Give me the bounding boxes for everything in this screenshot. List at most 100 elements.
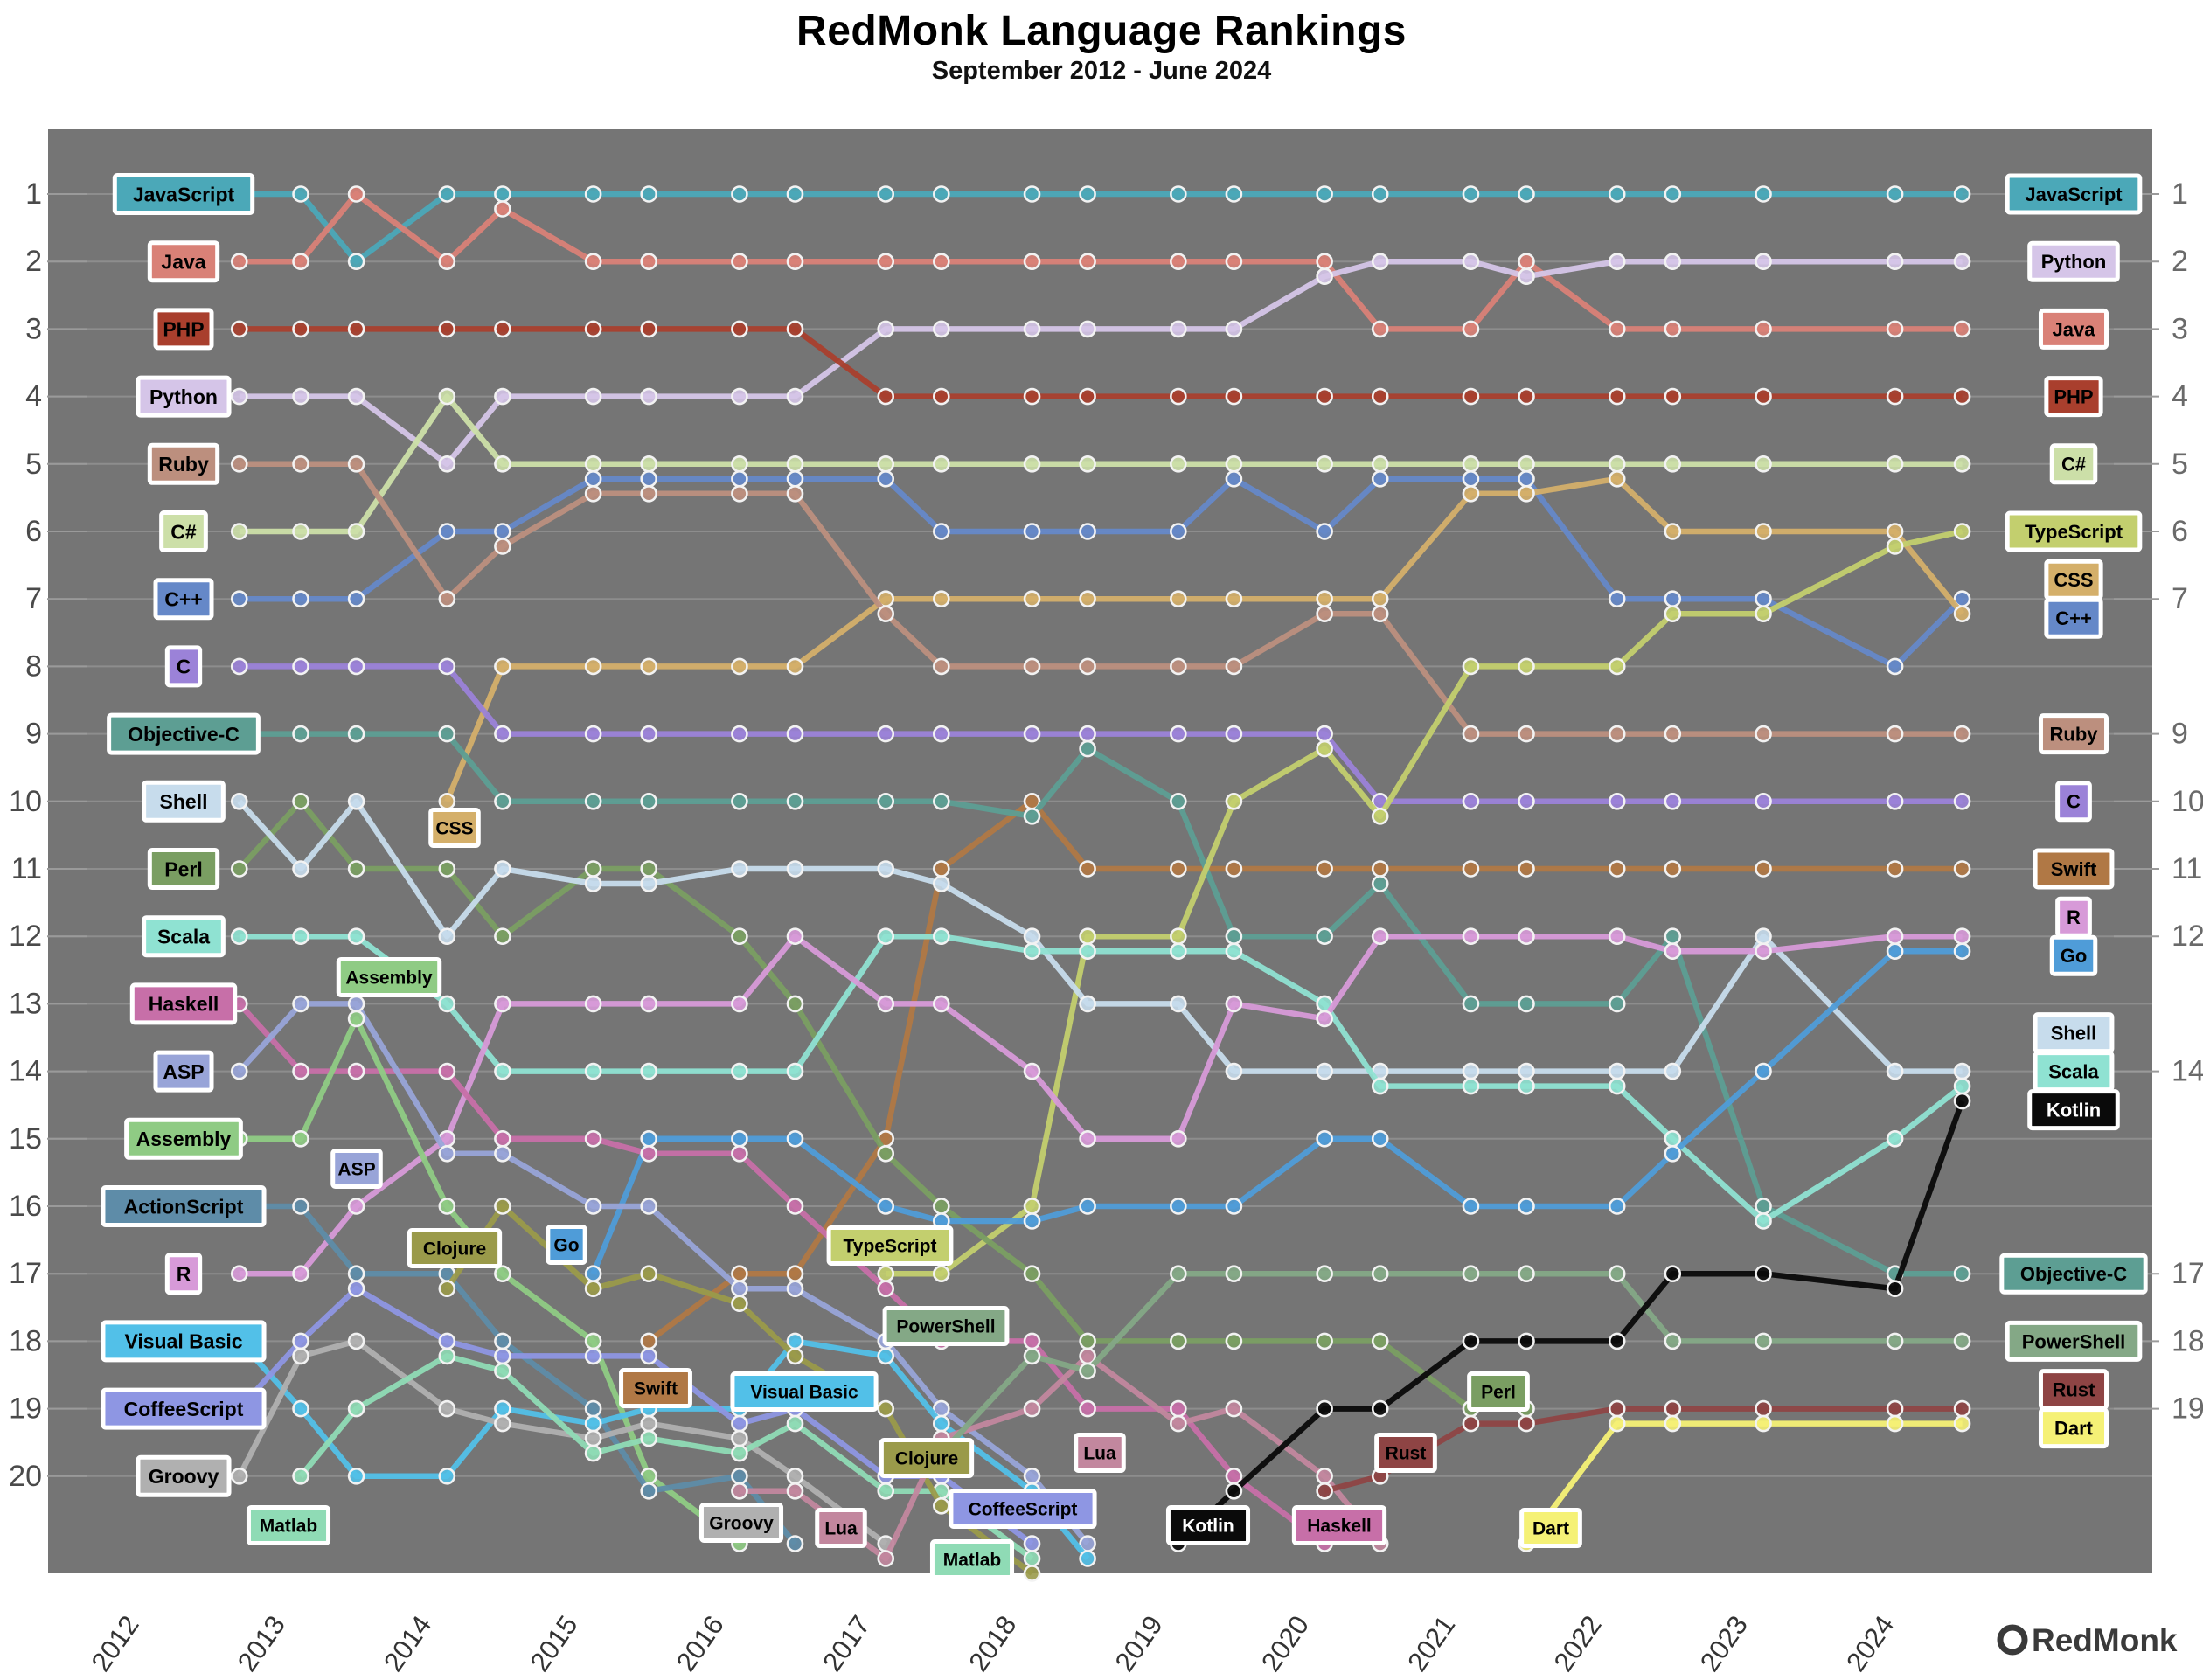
data-point [1518,860,1535,878]
data-point [1518,927,1535,945]
data-point [292,1265,309,1282]
inline-label-swift: Swift [619,1368,692,1408]
right-rank-number: 4 [2172,380,2188,413]
data-point [1225,927,1243,945]
data-point [494,1130,511,1148]
data-point [1518,1077,1535,1095]
data-point [1886,927,1904,945]
series-powershell [933,1265,1971,1462]
inline-label-lua: Lua [1074,1433,1126,1473]
data-point [877,995,895,1013]
data-point [347,523,365,540]
data-point [1023,657,1041,676]
label-box [2038,308,2109,350]
data-point [1664,1414,1682,1433]
data-point [1316,185,1333,203]
label-text: Clojure [895,1449,958,1469]
series-asp [230,995,1096,1552]
data-point [584,1265,602,1282]
data-point [584,253,602,271]
right-rank-number: 11 [2172,852,2202,885]
data-point [494,1414,511,1433]
data-point [786,1062,804,1080]
data-point [786,469,804,488]
data-point [230,320,248,338]
data-point [1886,725,1904,743]
data-point [584,1280,602,1297]
data-point [1371,807,1389,825]
data-point [1462,387,1480,406]
data-point [1023,455,1041,473]
data-point [1518,1414,1535,1433]
data-point [1079,1362,1096,1380]
axis-label-right-c-: C# [2049,443,2098,485]
data-point [1225,860,1243,878]
axis-label-left-ruby: Ruby [147,442,220,485]
x-axis-year-label: 2014 [378,1610,437,1677]
data-point [1225,387,1243,406]
data-point [1023,807,1041,825]
data-point [438,995,456,1013]
inline-label-dart: Dart [1519,1508,1582,1548]
data-point [933,860,950,878]
data-point [877,1482,895,1500]
inline-label-css: CSS [428,808,481,848]
data-point [1170,792,1187,810]
label-box [136,375,232,418]
label-box [136,1454,232,1497]
data-point [1079,1130,1096,1148]
data-point [933,1497,950,1515]
data-point [1371,860,1389,878]
right-rank-number: 18 [2172,1324,2203,1357]
data-point [877,387,895,406]
label-box [2044,376,2103,418]
data-point [1664,590,1682,608]
data-point [731,1295,748,1312]
data-point [1316,1468,1333,1485]
data-point [1953,927,1971,945]
label-text: PowerShell [896,1317,995,1337]
chart-title: RedMonk Language Rankings [796,8,1407,54]
data-point [933,590,950,608]
data-point [1316,455,1333,473]
data-point [1225,590,1243,608]
data-point [1886,1414,1904,1433]
data-point [584,484,602,503]
inline-label-typescript: TypeScript [826,1225,954,1266]
data-point [731,995,748,1013]
data-point [1755,725,1772,743]
series-r [230,927,1971,1282]
chart-header: RedMonk Language Rankings September 2012… [0,7,2203,86]
data-point [494,725,511,743]
axis-label-right-dart: Dart [2038,1407,2109,1449]
axis-label-right-c: C [2055,781,2092,823]
redmonk-logo-text: RedMonk [2032,1622,2178,1658]
data-point [584,185,602,203]
data-point [1079,657,1096,676]
inline-label-haskell: Haskell [1291,1505,1387,1545]
data-point [640,387,658,406]
series-css [438,469,1971,810]
x-axis-year-label: 2023 [1694,1610,1754,1677]
data-point [1225,320,1243,338]
data-point [1316,739,1333,758]
inline-label-go: Go [546,1225,587,1265]
data-point [1023,253,1041,271]
axis-label-right-php: PHP [2044,376,2103,418]
data-point [786,1280,804,1297]
data-point [1371,927,1389,945]
label-text: TypeScript [2025,521,2123,543]
left-rank-number: 6 [25,515,42,548]
data-point [640,860,658,878]
data-point [1518,267,1535,286]
data-point [1664,725,1682,743]
data-point [1316,1332,1333,1350]
data-point [347,1399,365,1418]
data-point [347,590,365,608]
data-point [1316,605,1333,623]
data-point [1755,1062,1772,1080]
data-point [1755,253,1772,271]
data-point [584,1444,602,1462]
right-rank-number: 5 [2172,448,2188,481]
data-point [1953,320,1971,338]
